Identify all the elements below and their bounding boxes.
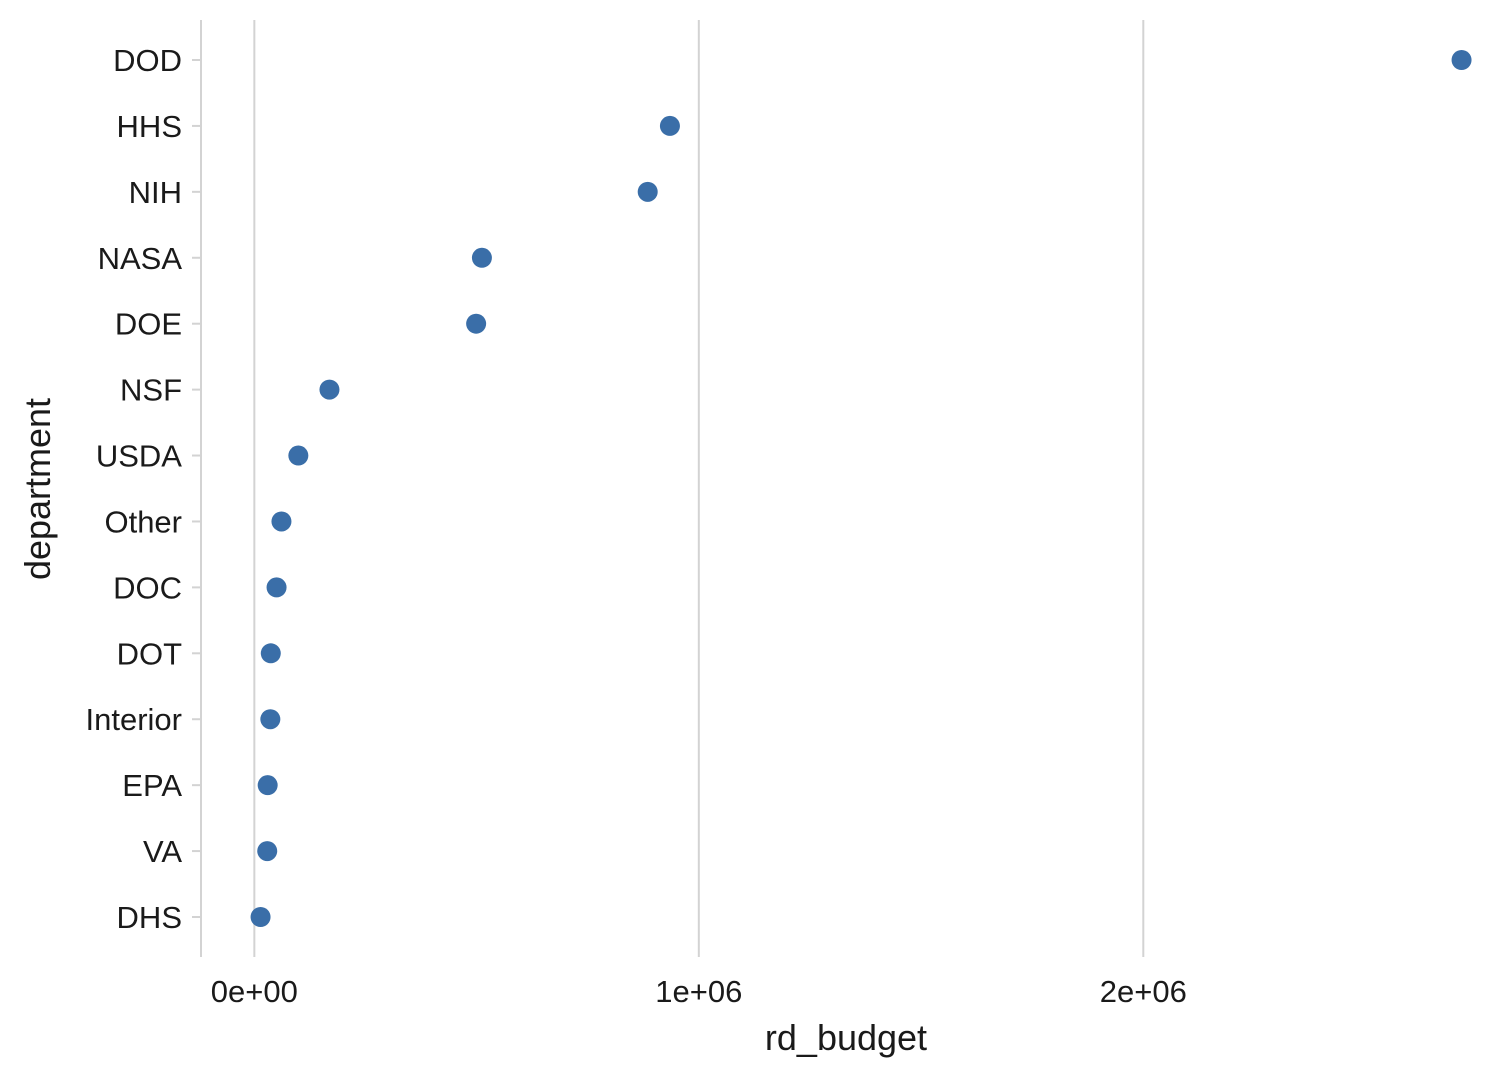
data-point-3 <box>471 247 492 268</box>
data-point-13 <box>250 907 271 927</box>
x-tick-label-1: 1e+06 <box>655 974 742 1009</box>
grid-lines <box>253 20 1145 957</box>
x-axis-tick-labels: 0e+00 1e+06 2e+06 <box>211 974 1187 1009</box>
y-category-label-1: HHS <box>117 109 182 144</box>
y-category-label-8: DOC <box>113 570 182 605</box>
y-axis-title: department <box>17 398 58 580</box>
y-category-label-3: NASA <box>98 241 183 276</box>
data-point-12 <box>257 841 278 862</box>
data-point-5 <box>319 379 340 400</box>
data-point-2 <box>637 181 658 202</box>
data-point-4 <box>466 313 487 334</box>
data-point-10 <box>260 709 281 730</box>
data-point-8 <box>266 577 287 598</box>
y-axis-ticks <box>192 59 201 918</box>
y-category-label-13: DHS <box>117 900 182 935</box>
data-point-1 <box>659 115 680 136</box>
y-category-label-12: VA <box>143 834 182 869</box>
x-tick-label-2: 2e+06 <box>1100 974 1187 1009</box>
y-category-label-10: Interior <box>86 702 182 737</box>
y-axis-category-labels: DOD HHS NIH NASA DOE NSF USDA Other DOC DOT Interi… <box>86 43 183 935</box>
data-point-7 <box>271 511 292 532</box>
data-point-9 <box>260 643 281 664</box>
y-category-label-9: DOT <box>117 636 183 671</box>
data-point-11 <box>257 775 278 796</box>
x-axis-title: rd_budget <box>765 1017 927 1058</box>
y-category-label-4: DOE <box>115 307 182 342</box>
y-category-label-0: DOD <box>113 43 182 78</box>
data-points <box>250 50 1472 927</box>
y-category-label-7: Other <box>104 504 182 539</box>
data-point-6 <box>288 445 309 466</box>
y-category-label-11: EPA <box>122 768 182 803</box>
y-category-label-2: NIH <box>129 175 182 210</box>
x-tick-label-0: 0e+00 <box>211 974 298 1009</box>
data-point-0 <box>1451 50 1472 70</box>
y-category-label-5: NSF <box>120 373 182 408</box>
y-category-label-6: USDA <box>96 439 182 474</box>
